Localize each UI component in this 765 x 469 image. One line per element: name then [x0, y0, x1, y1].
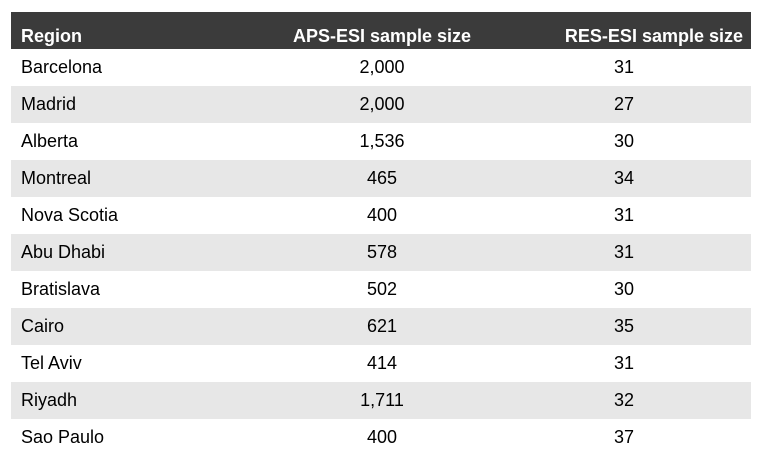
table-row: Montreal 465 34 [11, 160, 751, 197]
region-cell: Sao Paulo [21, 427, 105, 447]
table-row: Bratislava 502 30 [11, 271, 751, 308]
aps-cell: 1,711 [360, 390, 404, 410]
table-row: Sao Paulo 400 37 [11, 419, 751, 456]
res-cell: 32 [613, 390, 635, 410]
table-row: Riyadh 1,711 32 [11, 382, 751, 419]
aps-cell: 2,000 [359, 57, 405, 77]
res-cell: 27 [613, 94, 635, 114]
aps-cell: 465 [366, 168, 398, 188]
header-region: Region [21, 26, 82, 46]
region-cell: Montreal [21, 168, 92, 188]
table-row: Cairo 621 35 [11, 308, 751, 345]
region-cell: Alberta [21, 131, 79, 151]
region-cell: Abu Dhabi [21, 242, 106, 262]
header-aps-esi-sample-size: APS-ESI sample size [292, 26, 472, 46]
table-row: Tel Aviv 414 31 [11, 345, 751, 382]
region-cell: Nova Scotia [21, 205, 119, 225]
region-cell: Bratislava [21, 279, 101, 299]
aps-cell: 502 [366, 279, 398, 299]
region-cell: Tel Aviv [21, 353, 82, 373]
region-cell: Cairo [21, 316, 65, 336]
res-cell: 31 [613, 242, 635, 262]
aps-cell: 400 [366, 205, 398, 225]
aps-cell: 2,000 [359, 94, 405, 114]
aps-cell: 414 [366, 353, 398, 373]
region-cell: Barcelona [21, 57, 103, 77]
header-res-esi-sample-size: RES-ESI sample size [564, 26, 743, 46]
table-header-row: Region APS-ESI sample size RES-ESI sampl… [11, 12, 751, 49]
res-cell: 30 [613, 279, 635, 299]
table-row: Madrid 2,000 27 [11, 86, 751, 123]
aps-cell: 1,536 [359, 131, 405, 151]
res-cell: 31 [613, 205, 635, 225]
aps-cell: 400 [366, 427, 398, 447]
table-row: Abu Dhabi 578 31 [11, 234, 751, 271]
res-cell: 34 [613, 168, 635, 188]
region-cell: Riyadh [21, 390, 78, 410]
aps-cell: 578 [366, 242, 398, 262]
table-row: Barcelona 2,000 31 [11, 49, 751, 86]
res-cell: 31 [613, 57, 635, 77]
res-cell: 35 [613, 316, 635, 336]
aps-cell: 621 [366, 316, 398, 336]
table-row: Nova Scotia 400 31 [11, 197, 751, 234]
res-cell: 37 [613, 427, 635, 447]
table-row: Alberta 1,536 30 [11, 123, 751, 160]
res-cell: 30 [613, 131, 635, 151]
region-cell: Madrid [21, 94, 77, 114]
res-cell: 31 [613, 353, 635, 373]
sample-size-table: Region APS-ESI sample size RES-ESI sampl… [11, 12, 751, 456]
